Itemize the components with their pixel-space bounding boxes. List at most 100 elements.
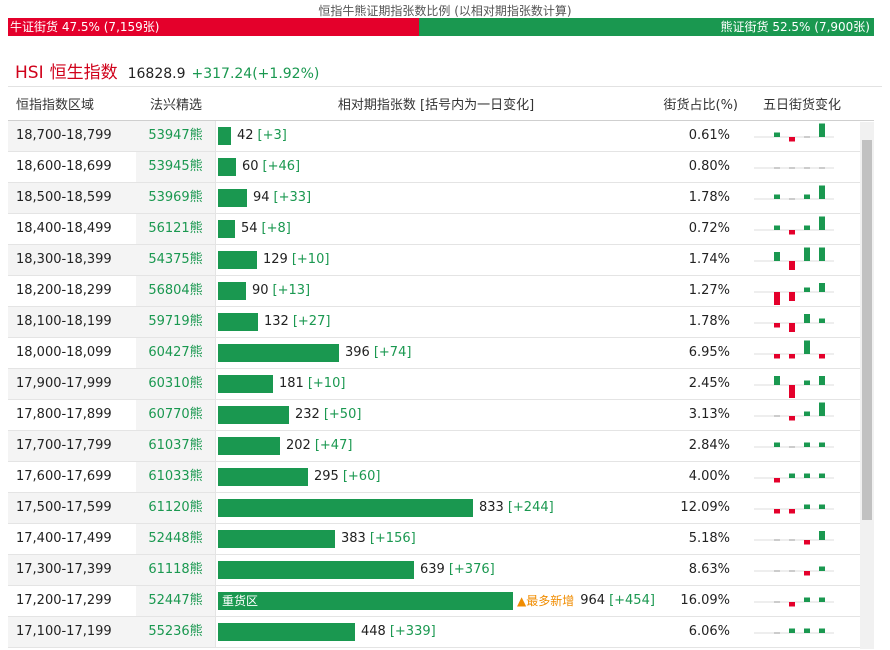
sparkline-chart xyxy=(754,167,834,169)
index-name[interactable]: 恒生指数 xyxy=(49,63,118,83)
sparkline-bar xyxy=(804,540,810,545)
share-cell: 16.09% xyxy=(680,593,730,608)
warrant-code-link[interactable]: 60770熊 xyxy=(136,400,216,430)
sparkline-bar xyxy=(819,473,825,478)
five-day-sparkline xyxy=(746,121,856,151)
scrollbar[interactable] xyxy=(860,122,874,649)
sparkline-bar xyxy=(804,247,810,261)
range-cell: 18,300-18,399 xyxy=(8,245,136,275)
range-cell: 18,000-18,099 xyxy=(16,345,112,360)
sparkline-bar xyxy=(819,354,825,359)
contracts-count: 94 xyxy=(253,190,270,205)
warrant-code-link[interactable]: 56804熊 xyxy=(136,276,216,306)
share-cell: 0.72% xyxy=(688,221,730,236)
sparkline-chart xyxy=(754,314,834,332)
contracts-cell: 202 [+47] xyxy=(216,431,656,461)
sparkline-bar xyxy=(804,442,810,447)
table-row: 18,100-18,199 59719熊 132 [+27] 1.78% xyxy=(8,307,874,338)
contracts-cell: 60 [+46] xyxy=(216,152,656,182)
index-quote: HSI 恒生指数 16828.9 +317.24(+1.92%) xyxy=(15,58,320,83)
warrant-code-link[interactable]: 60310熊 xyxy=(136,369,216,399)
sparkline-bar xyxy=(789,167,795,169)
contracts-delta: [+47] xyxy=(314,438,353,453)
contracts-delta: [+50] xyxy=(323,407,362,422)
index-change: +317.24(+1.92%) xyxy=(191,66,320,82)
contracts-cell: 132 [+27] xyxy=(216,307,656,337)
range-cell: 18,500-18,599 xyxy=(8,183,136,213)
table-row: 18,600-18,699 53945熊 60 [+46] 0.80% xyxy=(8,152,874,183)
sparkline-chart xyxy=(754,376,834,398)
sparkline-chart xyxy=(754,283,834,305)
contracts-count: 181 xyxy=(279,376,304,391)
share-cell: 1.78% xyxy=(688,314,730,329)
range-cell: 18,600-18,699 xyxy=(16,159,112,174)
sparkline-chart xyxy=(754,123,834,142)
share-cell: 0.80% xyxy=(688,159,730,174)
sparkline-bar xyxy=(789,416,795,421)
cbbc-table: 恒指指数区域 法兴精选 相对期指张数 [括号内为一日变化] 街货占比(%) 五日… xyxy=(8,92,874,650)
contracts-cell: 54 [+8] xyxy=(216,214,656,244)
warrant-code-link[interactable]: 61037熊 xyxy=(136,431,216,461)
range-cell: 17,700-17,799 xyxy=(8,431,136,461)
contracts-count: 232 xyxy=(295,407,320,422)
warrant-code-link[interactable]: 55236熊 xyxy=(136,617,216,647)
contracts-cell: 396 [+74] xyxy=(216,338,656,368)
column-header-five-day: 五日街货变化 xyxy=(762,98,841,113)
sparkline-chart xyxy=(754,597,834,607)
sparkline-bar xyxy=(804,380,810,385)
table-row: 17,600-17,699 61033熊 295 [+60] 4.00% xyxy=(8,462,874,493)
five-day-sparkline xyxy=(746,431,856,461)
contracts-bar xyxy=(218,623,355,641)
sparkline-bar xyxy=(774,632,780,634)
sparkline-chart xyxy=(754,504,834,514)
warrant-code-link[interactable]: 53947熊 xyxy=(136,121,216,151)
range-cell: 17,400-17,499 xyxy=(16,531,112,546)
contracts-count: 42 xyxy=(237,128,254,143)
contracts-cell: 42 [+3] xyxy=(216,121,656,151)
five-day-sparkline xyxy=(746,369,856,399)
warrant-code-link[interactable]: 53945熊 xyxy=(136,152,216,182)
five-day-sparkline xyxy=(746,617,856,647)
sparkline-bar xyxy=(789,137,795,142)
sparkline-bar xyxy=(774,570,780,572)
table-row: 18,300-18,399 54375熊 129 [+10] 1.74% xyxy=(8,245,874,276)
most-added-label: ▲最多新增 xyxy=(517,594,575,608)
warrant-code-link[interactable]: 52447熊 xyxy=(136,586,216,616)
table-header: 恒指指数区域 法兴精选 相对期指张数 [括号内为一日变化] 街货占比(%) 五日… xyxy=(8,92,874,121)
sparkline-bar xyxy=(819,318,825,323)
contracts-count: 54 xyxy=(241,221,258,236)
table-row: 18,200-18,299 56804熊 90 [+13] 1.27% xyxy=(8,276,874,307)
sparkline-bar xyxy=(819,531,825,540)
sparkline-bar xyxy=(804,571,810,576)
warrant-code-link[interactable]: 56121熊 xyxy=(136,214,216,244)
warrant-code-link[interactable]: 53969熊 xyxy=(136,183,216,213)
warrant-code-link[interactable]: 60427熊 xyxy=(136,338,216,368)
sparkline-chart xyxy=(754,340,834,359)
sparkline-bar xyxy=(804,194,810,199)
warrant-code-link[interactable]: 61118熊 xyxy=(136,555,216,585)
index-code[interactable]: HSI xyxy=(15,63,44,83)
warrant-code-link[interactable]: 52448熊 xyxy=(136,524,216,554)
sparkline-bar xyxy=(819,566,825,571)
table-row: 17,300-17,399 61118熊 639 [+376] 8.63% xyxy=(8,555,874,586)
column-header-range: 恒指指数区域 xyxy=(16,98,95,113)
warrant-code-link[interactable]: 61120熊 xyxy=(136,493,216,523)
sparkline-bar xyxy=(789,385,795,398)
sparkline-bar xyxy=(789,628,795,633)
warrant-code-link[interactable]: 59719熊 xyxy=(136,307,216,337)
warrant-code-link[interactable]: 61033熊 xyxy=(136,462,216,492)
contracts-bar xyxy=(218,375,273,393)
warrant-code-link[interactable]: 54375熊 xyxy=(136,245,216,275)
contracts-delta: [+27] xyxy=(292,314,331,329)
contracts-count: 132 xyxy=(264,314,289,329)
contracts-cell: 383 [+156] xyxy=(216,524,656,554)
sparkline-bar xyxy=(819,283,825,292)
scrollbar-thumb[interactable] xyxy=(862,140,872,520)
contracts-cell: 833 [+244] xyxy=(216,493,656,523)
contracts-delta: [+244] xyxy=(507,500,554,515)
sparkline-bar xyxy=(774,376,780,385)
range-cell: 17,500-17,599 xyxy=(8,493,136,523)
range-cell: 18,400-18,499 xyxy=(16,221,112,236)
contracts-count: 833 xyxy=(479,500,504,515)
sparkline-bar xyxy=(789,261,795,270)
